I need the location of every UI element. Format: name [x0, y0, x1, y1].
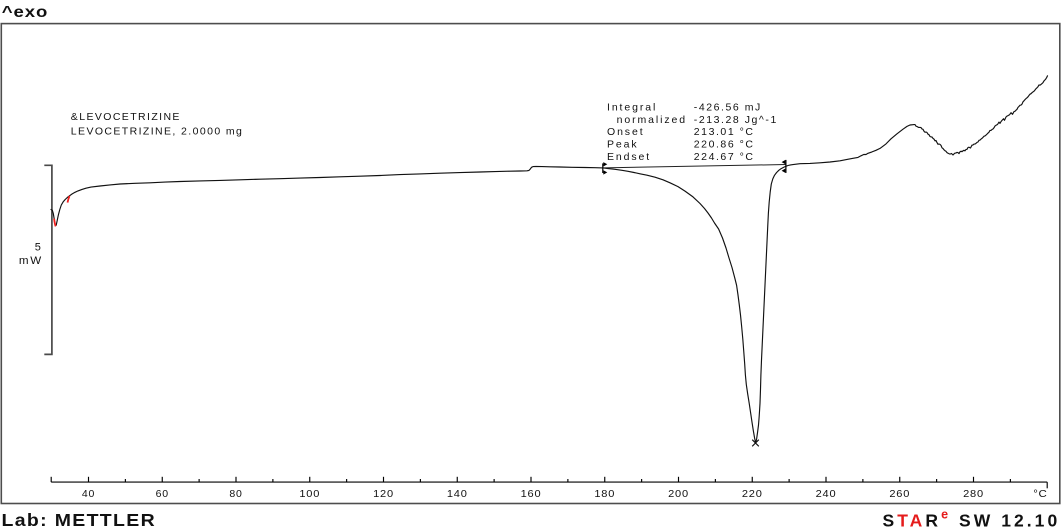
svg-text:100: 100	[299, 488, 320, 500]
svg-text:&LEVOCETRIZINE: &LEVOCETRIZINE	[71, 111, 181, 123]
svg-text:Lab: METTLER: Lab: METTLER	[2, 510, 157, 530]
svg-text:-426.56 mJ: -426.56 mJ	[694, 102, 762, 114]
svg-text:Onset: Onset	[607, 126, 645, 138]
svg-text:140: 140	[447, 488, 468, 500]
svg-text:STARe SW 12.10: STARe SW 12.10	[883, 508, 1061, 530]
svg-text:80: 80	[229, 488, 242, 500]
svg-text:224.67 °C: 224.67 °C	[694, 151, 755, 163]
svg-text:280: 280	[963, 488, 984, 500]
svg-text:40: 40	[82, 488, 95, 500]
svg-text:-213.28 Jg^-1: -213.28 Jg^-1	[694, 114, 778, 126]
svg-text:5: 5	[35, 241, 43, 253]
svg-text:240: 240	[816, 488, 837, 500]
svg-text:mW: mW	[19, 255, 43, 267]
svg-text:213.01 °C: 213.01 °C	[694, 126, 755, 138]
svg-text:220: 220	[742, 488, 763, 500]
svg-text:Endset: Endset	[607, 151, 651, 163]
svg-text:°C: °C	[1033, 488, 1047, 500]
svg-text:200: 200	[668, 488, 689, 500]
svg-text:260: 260	[889, 488, 910, 500]
svg-text:120: 120	[373, 488, 394, 500]
svg-text:180: 180	[594, 488, 615, 500]
svg-text:normalized: normalized	[617, 114, 687, 126]
svg-text:160: 160	[521, 488, 542, 500]
svg-text:^exo: ^exo	[2, 4, 48, 21]
svg-text:Integral: Integral	[607, 102, 657, 114]
svg-text:Peak: Peak	[607, 139, 639, 151]
svg-text:60: 60	[156, 488, 169, 500]
svg-text:LEVOCETRIZINE, 2.0000 mg: LEVOCETRIZINE, 2.0000 mg	[71, 125, 243, 137]
svg-text:220.86 °C: 220.86 °C	[694, 139, 755, 151]
